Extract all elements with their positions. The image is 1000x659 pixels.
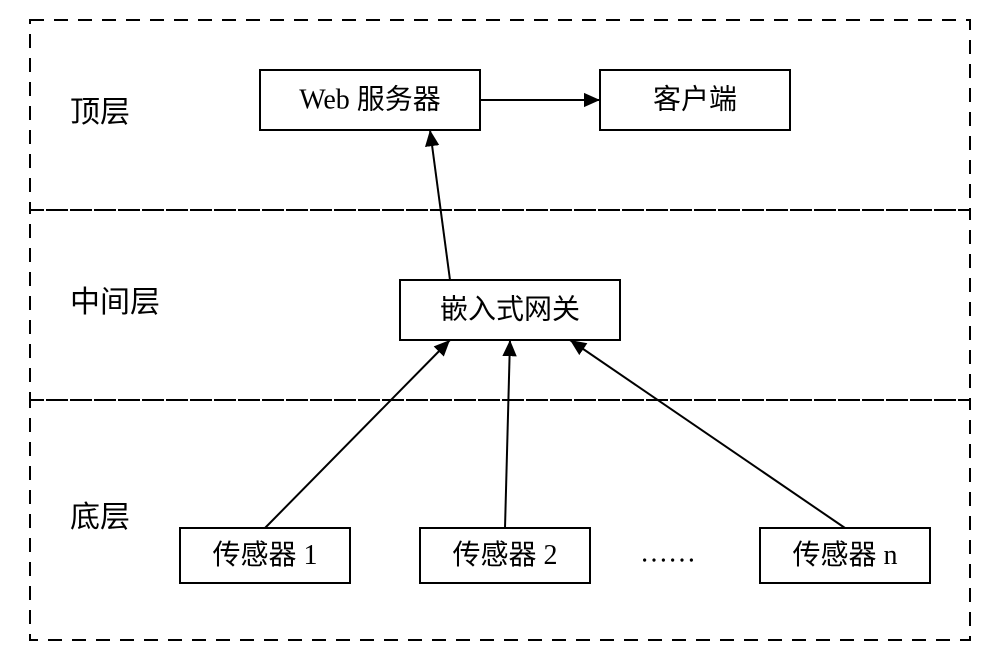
layer-bottom	[30, 400, 970, 640]
edge-sensor2-to-gateway	[505, 340, 510, 528]
node-label-client: 客户端	[653, 83, 737, 115]
node-label-web_server: Web 服务器	[299, 83, 441, 115]
edge-gateway-to-web_server	[430, 130, 450, 280]
edge-sensorn-to-gateway	[570, 340, 845, 528]
layer-top	[30, 20, 970, 210]
node-label-sensorn: 传感器 n	[792, 539, 897, 571]
layer-label-middle: 中间层	[70, 286, 160, 319]
node-label-gateway: 嵌入式网关	[440, 293, 580, 325]
layer-label-bottom: 底层	[70, 501, 130, 534]
node-label-sensor2: 传感器 2	[452, 539, 557, 571]
node-label-sensor1: 传感器 1	[212, 539, 317, 571]
ellipsis: ……	[640, 537, 696, 568]
layer-label-top: 顶层	[70, 96, 130, 129]
edge-sensor1-to-gateway	[265, 340, 450, 528]
